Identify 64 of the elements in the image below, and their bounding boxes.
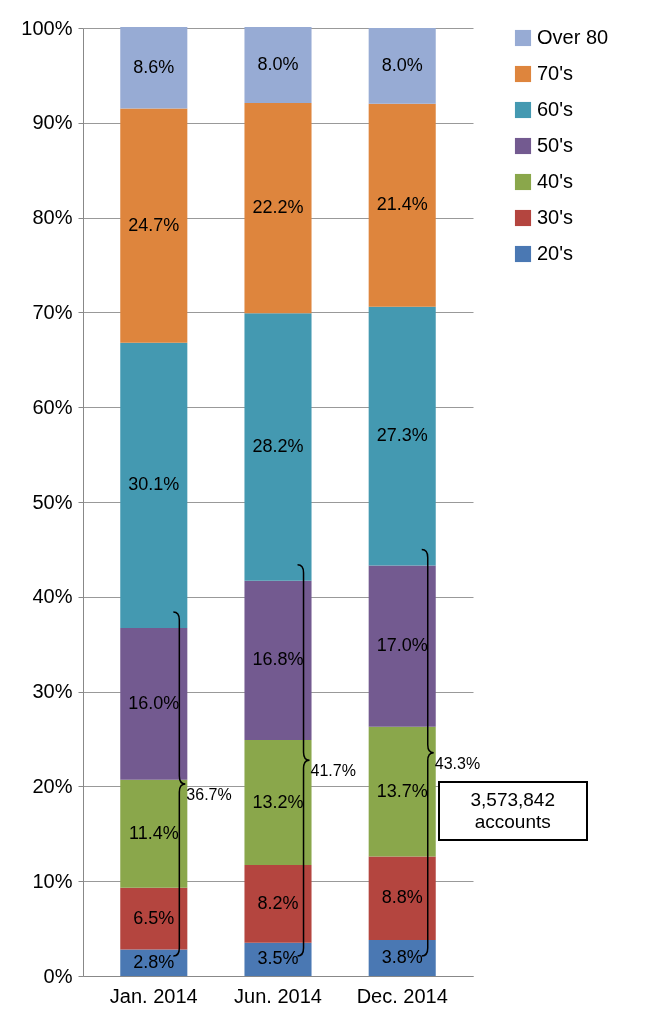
bar <box>244 580 312 740</box>
bar <box>244 313 312 581</box>
annotation: 41.7% <box>310 762 356 780</box>
legend-label: 20's <box>537 242 574 264</box>
y-tick-label: 100% <box>21 16 73 39</box>
bar <box>120 27 188 109</box>
legend-label: 60's <box>537 98 574 120</box>
data-label: 28.2% <box>252 436 304 457</box>
x-tick-label: Jun. 2014 <box>234 984 322 1007</box>
y-tick-label: 80% <box>32 206 73 229</box>
bar <box>244 102 312 314</box>
x-tick-label: Jan. 2014 <box>109 984 198 1007</box>
legend-label: 40's <box>537 170 574 192</box>
x-tick-label: Dec. 2014 <box>356 984 448 1007</box>
y-tick-label: 90% <box>32 111 73 134</box>
data-label: 17.0% <box>376 635 428 656</box>
bar <box>244 27 312 103</box>
data-label: 3.5% <box>257 948 299 969</box>
y-tick-label: 0% <box>43 964 73 987</box>
data-label: 16.0% <box>128 692 180 713</box>
data-label: 30.1% <box>128 474 180 495</box>
text-box: 3,573,842 accounts <box>437 780 588 841</box>
y-tick-label: 50% <box>32 490 73 513</box>
bar <box>120 628 188 780</box>
bar <box>120 342 188 629</box>
legend-label: Over 80 <box>537 26 609 48</box>
data-label: 8.8% <box>381 887 423 908</box>
data-label: 6.5% <box>133 907 175 928</box>
data-label: 16.8% <box>252 649 304 670</box>
y-tick-label: 70% <box>32 300 73 323</box>
bar <box>368 306 436 566</box>
legend-label: 70's <box>537 62 574 84</box>
legend-label: 30's <box>537 206 574 228</box>
bar <box>368 28 436 104</box>
data-label: 11.4% <box>128 822 179 843</box>
data-label: 22.2% <box>252 197 304 218</box>
data-label: 13.7% <box>376 780 428 801</box>
bar <box>120 779 188 888</box>
bar <box>368 565 436 727</box>
y-tick-label: 60% <box>32 395 73 418</box>
data-label: 8.6% <box>133 56 175 77</box>
data-label: 8.2% <box>257 892 299 913</box>
data-label: 2.8% <box>133 951 175 972</box>
data-label: 27.3% <box>376 425 428 446</box>
data-label: 24.7% <box>128 214 180 235</box>
data-label: 13.2% <box>252 791 304 812</box>
annotation: 36.7% <box>186 786 232 804</box>
data-label: 3.8% <box>381 946 423 967</box>
bar <box>120 108 188 343</box>
y-tick-label: 20% <box>32 774 73 797</box>
bar <box>244 865 312 943</box>
data-label: 8.0% <box>381 54 423 75</box>
bar <box>368 726 436 857</box>
y-tick-label: 10% <box>32 869 73 892</box>
y-tick-label: 30% <box>32 680 73 703</box>
bar <box>368 103 436 307</box>
bar <box>244 739 312 866</box>
y-tick-label: 40% <box>32 585 73 608</box>
bar <box>368 856 436 940</box>
data-label: 8.0% <box>257 53 299 74</box>
annotation: 43.3% <box>434 754 481 772</box>
bar <box>120 887 188 950</box>
legend-label: 50's <box>537 134 574 156</box>
data-label: 21.4% <box>376 194 428 215</box>
